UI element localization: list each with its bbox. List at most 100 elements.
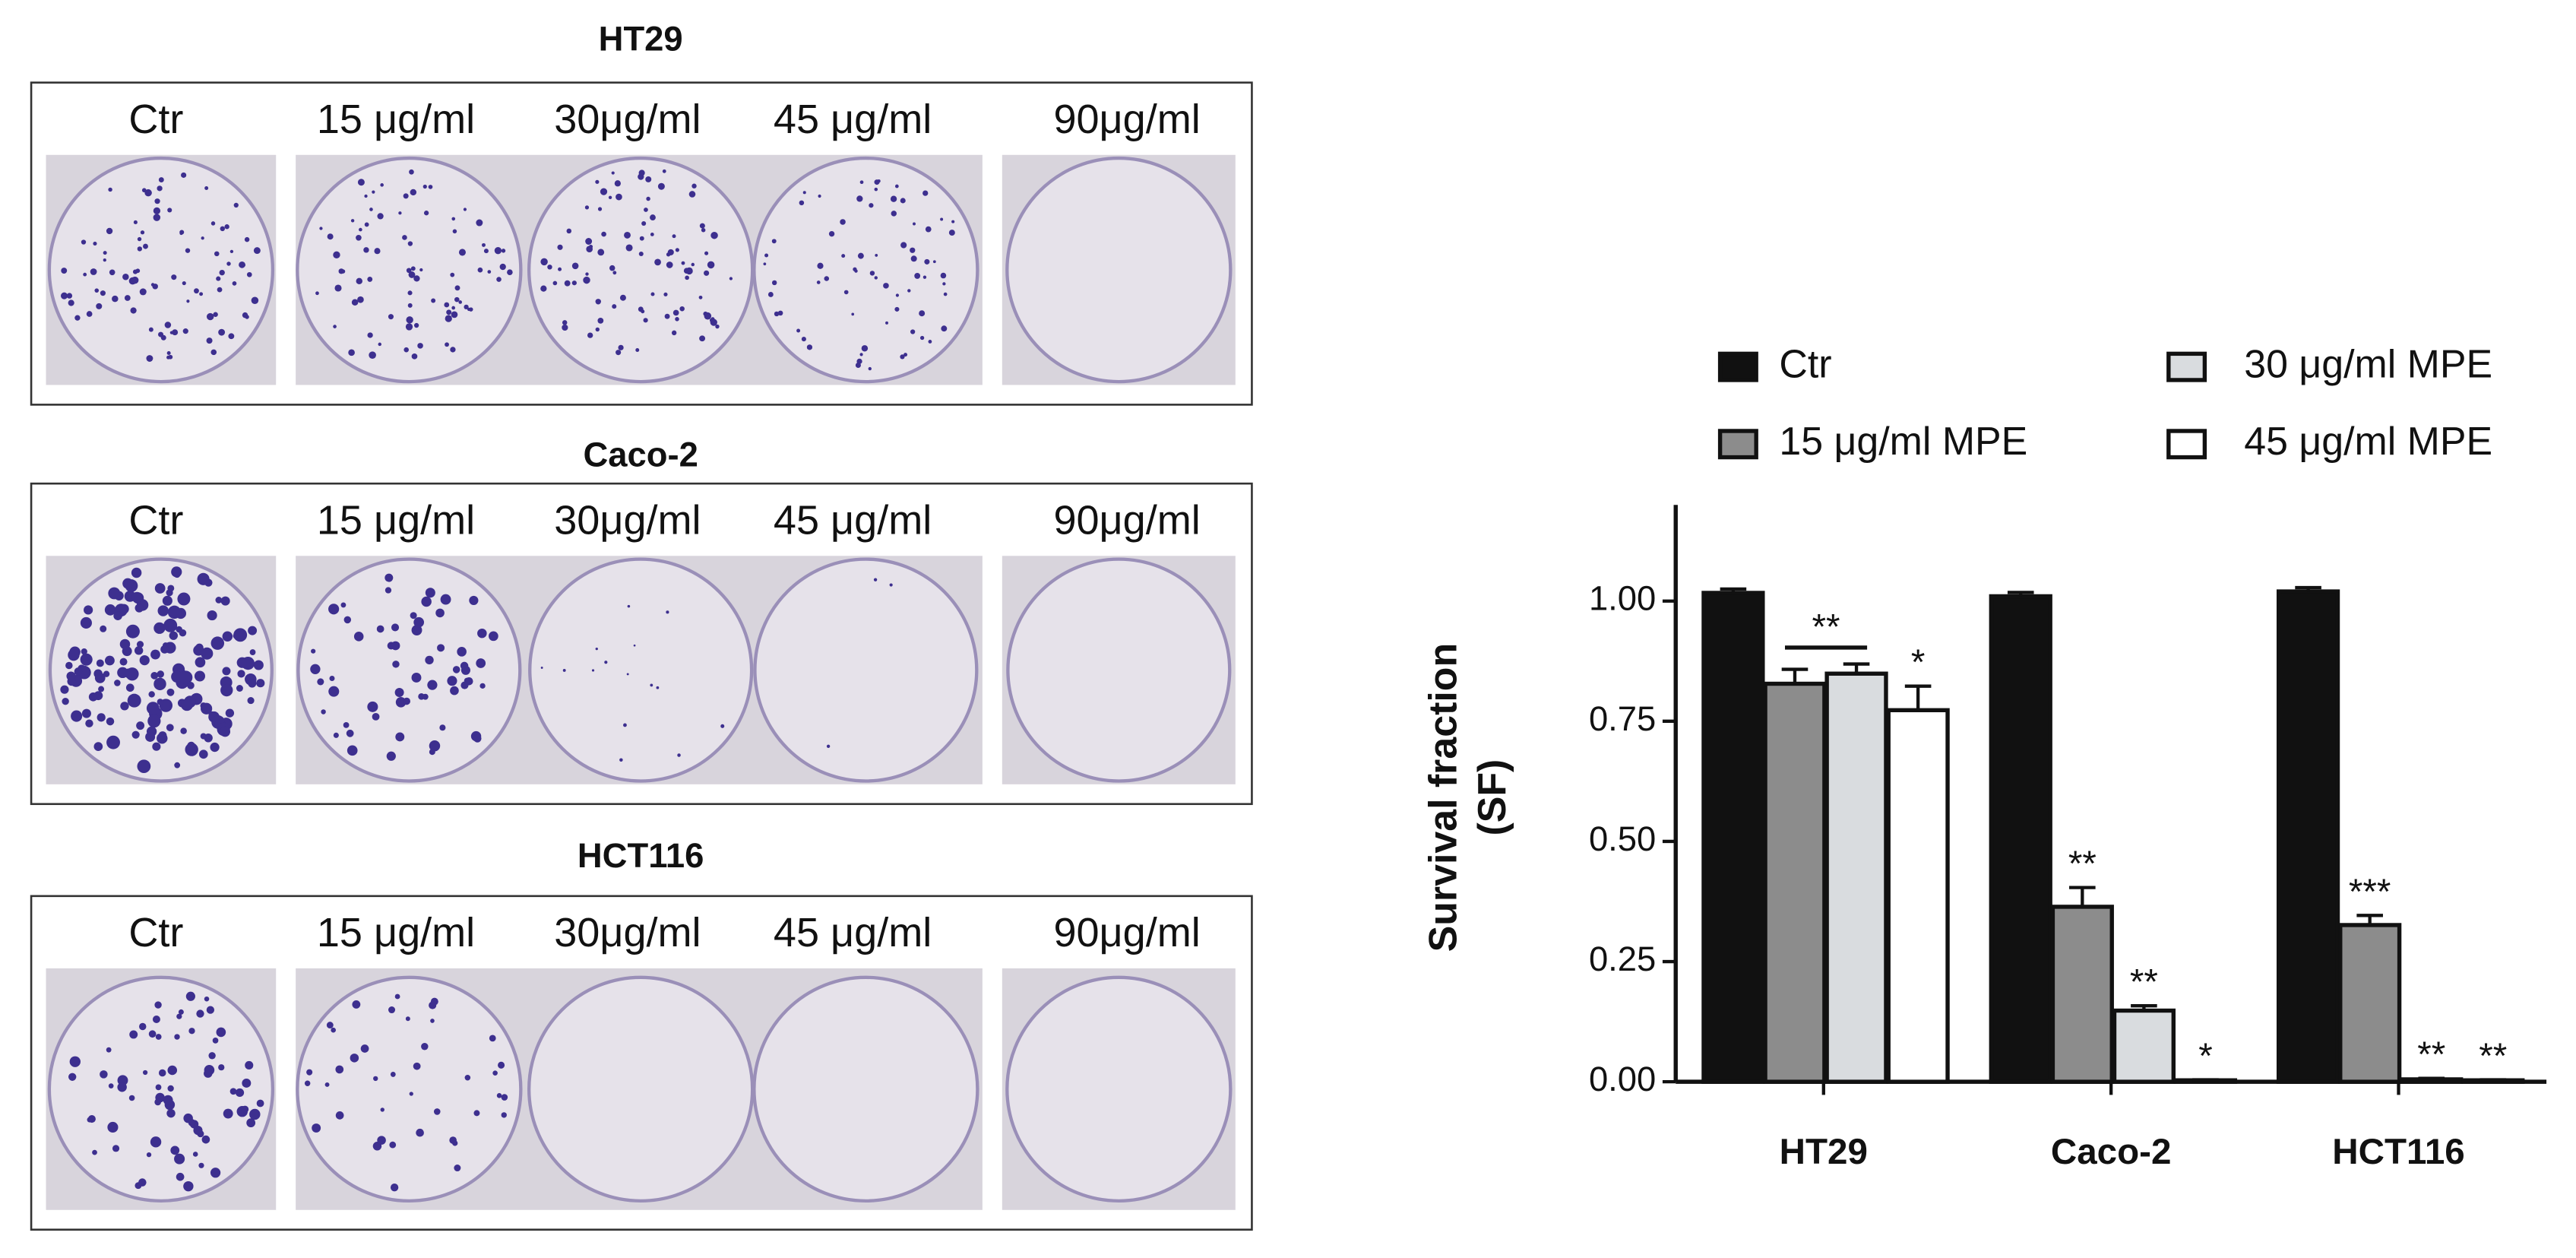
colony [69, 1056, 81, 1067]
colony [390, 1072, 396, 1077]
colony [409, 1092, 413, 1096]
colony [391, 641, 400, 651]
colony [112, 1145, 120, 1152]
colony [473, 734, 482, 743]
colony [222, 631, 233, 642]
colony [177, 592, 191, 606]
colony [192, 1152, 198, 1157]
colony [411, 673, 422, 683]
colony [246, 1118, 256, 1128]
colony [372, 190, 375, 194]
dish [47, 156, 275, 384]
dish [752, 156, 979, 384]
colony [174, 1034, 180, 1040]
colony [666, 610, 669, 614]
colony [208, 1052, 216, 1060]
column-label: 90μg/ml [1053, 97, 1200, 142]
colony [710, 231, 718, 239]
colony [128, 1095, 135, 1101]
colony [224, 224, 229, 230]
colony [540, 258, 548, 266]
colony [447, 676, 457, 686]
legend-swatch [1717, 429, 1758, 460]
colony [454, 296, 460, 303]
colony [312, 1123, 321, 1133]
colony [454, 1165, 461, 1172]
colony [903, 353, 908, 357]
colony [196, 1009, 204, 1018]
colony [841, 254, 846, 258]
colony [112, 295, 119, 303]
bar [1886, 708, 1950, 1084]
colony [67, 677, 77, 686]
colony [392, 661, 400, 668]
colony [431, 298, 436, 303]
colony [627, 604, 631, 608]
colony [625, 244, 633, 252]
colony [242, 1078, 252, 1088]
colony [81, 655, 89, 663]
colony [851, 312, 855, 316]
colony [206, 312, 214, 321]
colony [170, 1146, 180, 1155]
colony [951, 220, 955, 223]
colony [218, 328, 226, 336]
colony [166, 1108, 176, 1118]
colony [166, 688, 175, 696]
colony [875, 254, 878, 257]
colony [595, 648, 598, 651]
colony [663, 292, 668, 296]
colony [874, 276, 878, 280]
colony [587, 332, 593, 338]
colony [137, 246, 143, 252]
colony [119, 658, 128, 666]
colony [340, 602, 347, 608]
colony [874, 187, 878, 192]
colony [451, 217, 456, 221]
colony [333, 251, 340, 259]
colony [675, 317, 679, 322]
colony [942, 282, 946, 286]
colony [334, 284, 342, 292]
colony [439, 724, 446, 731]
colony [611, 171, 615, 175]
x-tick-label: Caco-2 [2051, 1132, 2172, 1172]
colony [103, 670, 110, 677]
bar [2050, 905, 2114, 1084]
colony [198, 749, 208, 759]
colony [501, 249, 506, 253]
colony [201, 647, 214, 660]
column-label: 30μg/ml [554, 497, 701, 543]
colony [430, 1019, 435, 1023]
significance-label: ** [1812, 607, 1840, 648]
colony [710, 318, 717, 326]
colony [566, 228, 572, 234]
colony [451, 311, 458, 318]
colony [557, 244, 563, 250]
colony [922, 275, 927, 279]
colony [410, 266, 416, 271]
colony [928, 340, 932, 344]
colony [704, 312, 712, 320]
colony [346, 729, 354, 737]
colony [840, 219, 846, 225]
colony [130, 307, 137, 314]
colony [571, 262, 579, 270]
colony [244, 236, 250, 242]
colony [861, 345, 869, 352]
colony [182, 328, 188, 334]
colony [496, 277, 502, 282]
colony [482, 242, 486, 247]
colony [635, 348, 640, 352]
colony [85, 719, 93, 727]
colony [413, 616, 425, 628]
colony [210, 1168, 221, 1178]
colony [715, 324, 720, 329]
column-label: Ctr [128, 97, 183, 142]
colony [454, 285, 460, 291]
colony [941, 325, 948, 332]
colony [425, 655, 434, 665]
colony [179, 670, 193, 685]
y-axis-label: (SF) [1470, 759, 1514, 836]
